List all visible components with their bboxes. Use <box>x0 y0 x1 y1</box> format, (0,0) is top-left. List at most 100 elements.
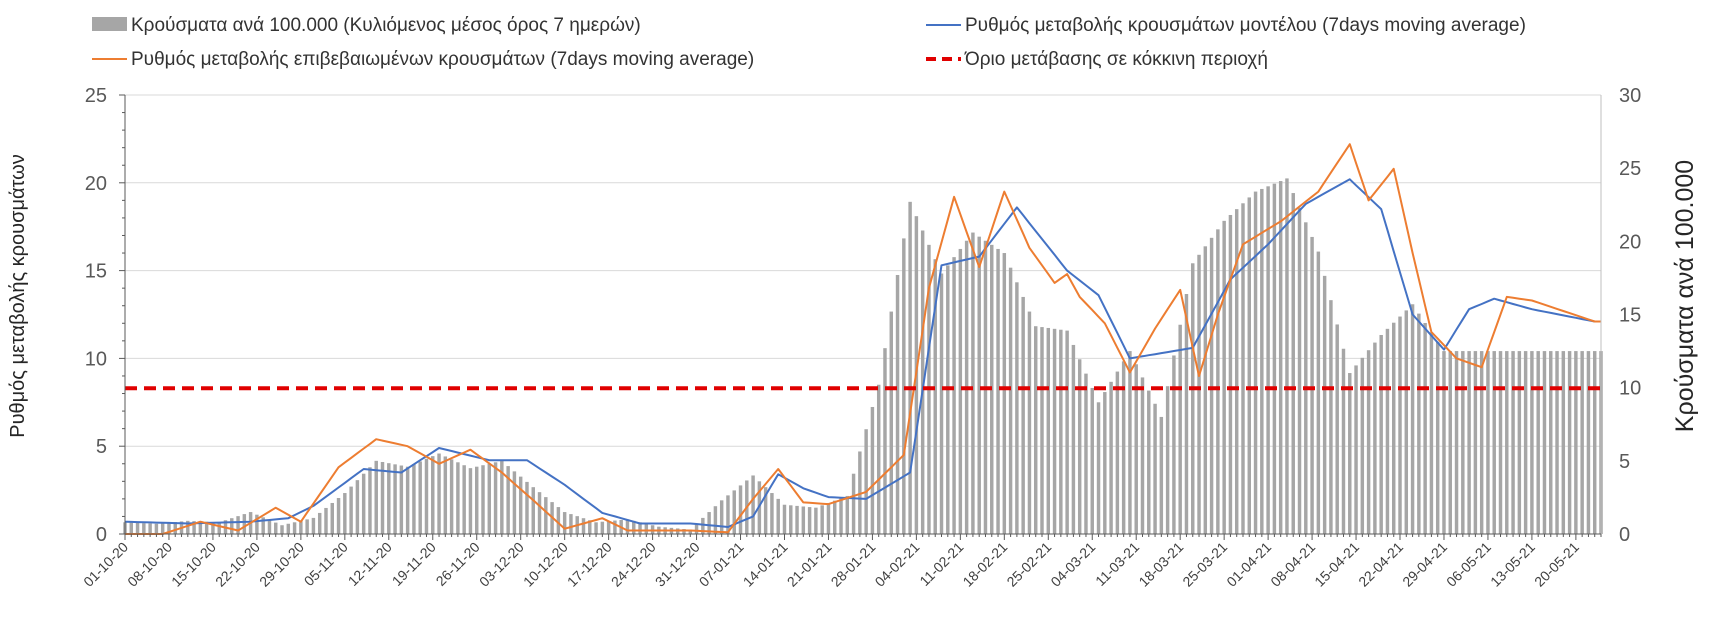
bar <box>1486 351 1490 534</box>
bar <box>644 523 649 534</box>
bar <box>807 507 812 534</box>
bar <box>1310 236 1314 534</box>
y-left-tick-label: 25 <box>85 85 107 107</box>
bar <box>531 487 535 534</box>
bar <box>889 311 893 534</box>
bar <box>399 465 404 534</box>
bar <box>1454 351 1459 534</box>
bar <box>1015 282 1019 534</box>
bar <box>795 505 799 534</box>
bar <box>556 507 561 534</box>
bar <box>1385 328 1390 534</box>
bar <box>1379 334 1383 534</box>
bar <box>142 523 146 534</box>
bar <box>405 466 410 534</box>
y-left-tick-label: 0 <box>96 524 107 546</box>
bar <box>1461 351 1465 534</box>
bar <box>1530 351 1534 534</box>
bar <box>751 475 755 534</box>
bar <box>1165 386 1170 534</box>
bar <box>1103 392 1107 534</box>
bar <box>1580 351 1584 534</box>
bar <box>1266 186 1270 534</box>
model-series-line <box>124 178 1601 528</box>
legend-item-bars: Κρούσματα ανά 100.000 (Κυλιόμενος μέσος … <box>92 15 641 36</box>
bar <box>864 429 868 534</box>
bar <box>1128 351 1132 534</box>
bar <box>1366 350 1371 534</box>
bar <box>1322 275 1327 534</box>
bar <box>1448 351 1452 534</box>
bar <box>230 518 234 534</box>
bar <box>1134 364 1138 534</box>
bar <box>939 273 944 534</box>
bar <box>1153 403 1157 534</box>
bar <box>1567 351 1572 534</box>
bar <box>1253 191 1258 534</box>
bar <box>958 248 963 534</box>
bar <box>1549 351 1553 534</box>
bar <box>1027 311 1032 534</box>
bar <box>996 248 1000 534</box>
bar <box>154 523 159 534</box>
bar <box>920 230 925 534</box>
bar <box>1479 351 1484 534</box>
bar <box>274 522 278 534</box>
bar <box>1191 263 1195 534</box>
bar <box>694 523 699 534</box>
bar <box>500 460 504 534</box>
bar <box>148 523 152 534</box>
bar <box>330 502 334 534</box>
bar <box>1203 246 1208 535</box>
bar <box>255 514 259 534</box>
bar <box>833 500 837 534</box>
bar <box>1260 188 1264 535</box>
bar <box>280 525 284 534</box>
bar <box>776 498 780 534</box>
y-left-tick-label: 20 <box>85 173 107 195</box>
bar <box>1492 351 1496 534</box>
bar <box>814 507 818 534</box>
bar <box>1216 229 1220 535</box>
bar <box>606 521 611 534</box>
bar <box>1247 197 1251 534</box>
bar <box>267 519 272 534</box>
y-right-tick-label: 25 <box>1619 158 1641 180</box>
bar <box>569 514 573 534</box>
bar <box>1404 310 1409 534</box>
y-left-tick-label: 5 <box>96 436 107 458</box>
bar <box>468 468 473 534</box>
bar <box>1059 329 1063 534</box>
legend-bars-swatch <box>92 17 127 31</box>
bar <box>732 490 736 534</box>
bar <box>1084 373 1088 534</box>
bar <box>292 522 297 534</box>
bar <box>1505 351 1509 534</box>
bar <box>1435 341 1440 534</box>
bar <box>1442 351 1446 534</box>
bar <box>613 520 617 534</box>
bar <box>1354 365 1358 534</box>
bar <box>789 505 793 534</box>
bar <box>1467 351 1471 534</box>
bar <box>449 459 454 534</box>
bar <box>952 257 956 534</box>
bar <box>286 523 291 534</box>
bar <box>1429 332 1434 534</box>
bar <box>462 465 466 534</box>
bar <box>186 520 190 534</box>
y-right-tick-label: 20 <box>1619 231 1641 253</box>
bar <box>506 466 510 534</box>
bar <box>1077 359 1082 534</box>
y-right-tick-label: 30 <box>1619 85 1641 107</box>
legend-confirmed-label: Ρυθμός μεταβολής επιβεβαιωμένων κρουσμάτ… <box>131 49 754 70</box>
bar <box>1109 381 1113 534</box>
bar <box>217 522 221 534</box>
bar <box>1316 251 1321 534</box>
bar <box>374 460 378 534</box>
bar <box>902 238 906 534</box>
bar <box>632 520 636 534</box>
legend: Κρούσματα ανά 100.000 (Κυλιόμενος μέσος … <box>92 15 1526 70</box>
bar <box>443 456 448 534</box>
